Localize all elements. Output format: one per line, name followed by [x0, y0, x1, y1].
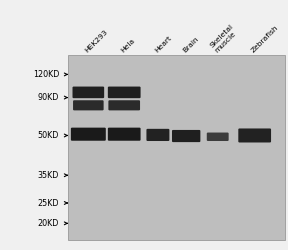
FancyBboxPatch shape — [172, 130, 200, 142]
FancyBboxPatch shape — [71, 128, 106, 141]
Text: 90KD: 90KD — [38, 93, 59, 102]
Text: 50KD: 50KD — [38, 131, 59, 140]
FancyBboxPatch shape — [238, 128, 271, 142]
FancyBboxPatch shape — [108, 86, 141, 98]
Text: HEK293: HEK293 — [84, 29, 109, 54]
FancyBboxPatch shape — [73, 100, 104, 110]
FancyBboxPatch shape — [108, 100, 140, 110]
Text: Hela: Hela — [120, 38, 136, 54]
FancyBboxPatch shape — [207, 132, 229, 141]
FancyBboxPatch shape — [68, 55, 285, 240]
Text: 20KD: 20KD — [38, 219, 59, 228]
Text: Skeletal
muscle: Skeletal muscle — [209, 23, 239, 54]
Text: 35KD: 35KD — [38, 171, 59, 180]
Text: Zebrafish: Zebrafish — [251, 24, 280, 54]
Text: Brain: Brain — [182, 36, 200, 54]
Text: 25KD: 25KD — [37, 198, 59, 207]
FancyBboxPatch shape — [108, 128, 141, 141]
FancyBboxPatch shape — [146, 129, 169, 141]
FancyBboxPatch shape — [73, 86, 104, 98]
Text: Heart: Heart — [154, 35, 173, 54]
Text: 120KD: 120KD — [33, 70, 59, 79]
